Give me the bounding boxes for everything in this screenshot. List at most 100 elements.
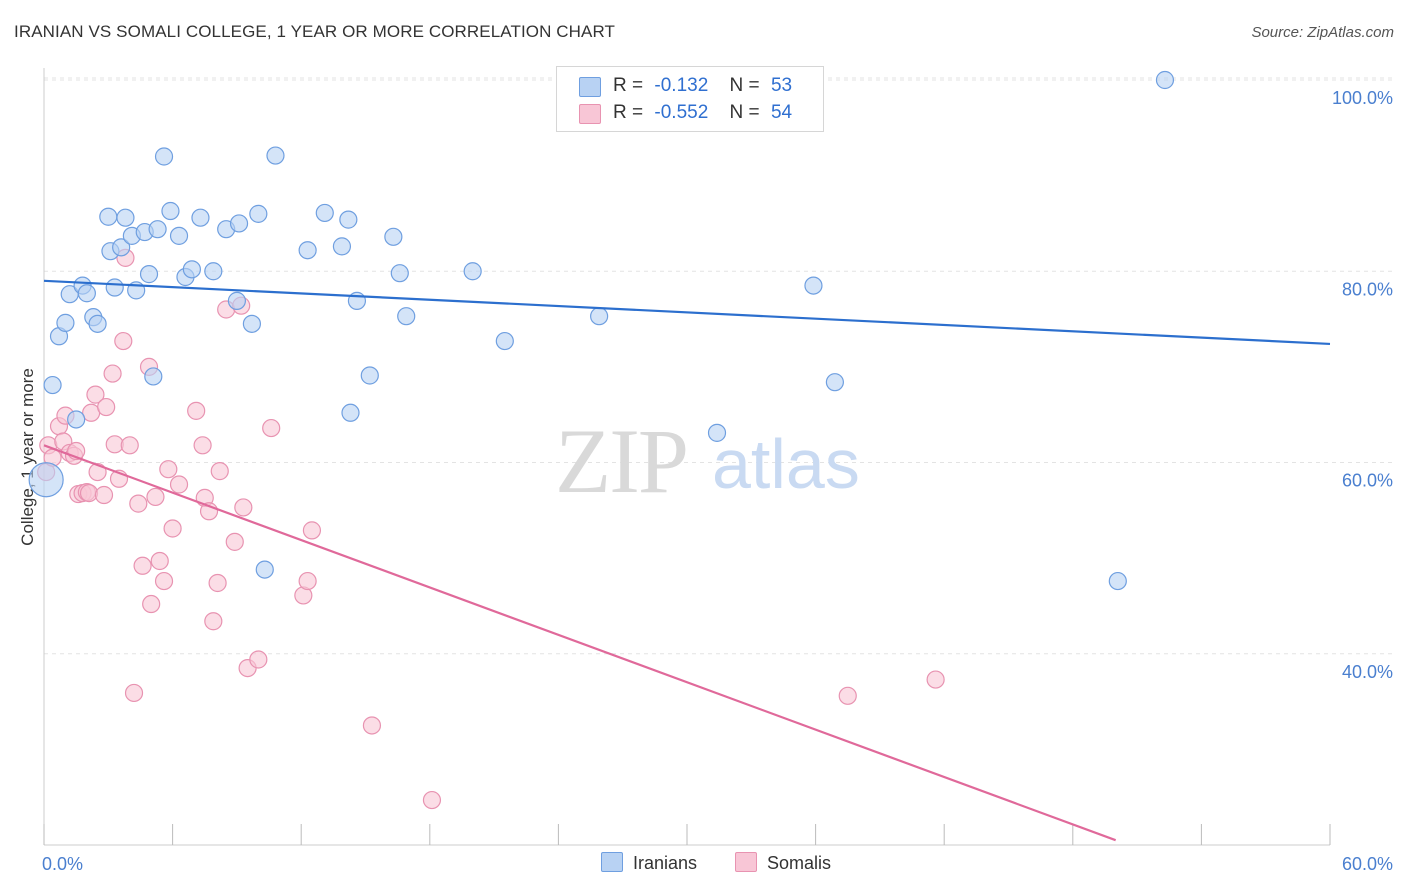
data-point (208, 573, 227, 593)
data-point (154, 571, 174, 591)
data-point (362, 716, 382, 735)
y-tick-label: 60.0% (1342, 471, 1393, 491)
r-label: R = (613, 75, 644, 96)
watermark-zip: ZIP (555, 410, 687, 512)
data-point (1155, 70, 1175, 90)
data-point (97, 397, 116, 417)
legend-item-iranians[interactable]: Iranians (601, 852, 697, 874)
data-point (114, 331, 133, 351)
data-point (88, 462, 107, 482)
legend-label-somalis: Somalis (767, 853, 832, 873)
data-point (105, 278, 124, 297)
data-point (838, 686, 857, 705)
data-point (146, 487, 165, 507)
data-point (590, 307, 609, 326)
data-point (94, 485, 114, 505)
data-point (332, 237, 352, 256)
data-point (234, 498, 253, 517)
data-point (341, 403, 360, 422)
data-point (242, 314, 262, 333)
x-tick-label: 60.0% (1342, 854, 1393, 874)
data-point (225, 532, 244, 551)
data-point (133, 556, 152, 575)
iranians-legend-swatch (601, 852, 623, 872)
source-note: Source: ZipAtlas.com (1251, 24, 1394, 41)
data-point (227, 291, 246, 310)
data-point (262, 418, 281, 438)
r-value-iranians: -0.132 (654, 75, 709, 96)
data-point (825, 373, 844, 392)
data-point (302, 521, 322, 540)
data-point (88, 314, 107, 333)
data-point (804, 276, 823, 295)
iranians-swatch (579, 77, 601, 97)
data-point (169, 475, 189, 494)
data-point (191, 208, 210, 227)
data-point (86, 385, 105, 404)
data-point (495, 331, 514, 351)
series-somalis (37, 248, 945, 810)
data-point (255, 560, 274, 579)
data-point (139, 265, 159, 284)
trend-line-iranians (43, 279, 1331, 346)
data-point (129, 494, 148, 513)
data-point (169, 226, 189, 245)
legend-label-iranians: Iranians (633, 853, 698, 873)
data-point (422, 790, 442, 810)
y-tick-label: 40.0% (1342, 662, 1393, 682)
data-point (266, 146, 285, 165)
data-point (249, 204, 268, 223)
data-point (150, 551, 169, 571)
n-label: N = (729, 75, 760, 96)
data-point (463, 262, 482, 281)
series-iranians (28, 70, 1175, 591)
data-point (397, 307, 416, 326)
data-point (67, 410, 86, 429)
data-point (99, 207, 118, 226)
data-point (926, 670, 945, 689)
data-point (707, 423, 727, 442)
n-value-somalis: 54 (770, 102, 793, 123)
y-tick-label: 100.0% (1332, 88, 1393, 108)
y-tick-label: 80.0% (1342, 279, 1393, 299)
data-point (161, 201, 180, 221)
data-point (229, 214, 249, 233)
data-point (43, 375, 62, 395)
data-point (390, 264, 409, 283)
data-point (204, 612, 223, 631)
data-point (159, 460, 178, 479)
data-point (120, 436, 139, 455)
legend-item-somalis[interactable]: Somalis (735, 852, 831, 874)
data-point (193, 436, 212, 455)
data-point (384, 227, 403, 246)
data-point (204, 262, 223, 281)
data-point (112, 238, 131, 257)
data-point (28, 462, 64, 498)
somalis-legend-swatch (735, 852, 757, 872)
data-point (105, 435, 124, 454)
r-value-somalis: -0.552 (654, 102, 709, 123)
stats-legend: R = -0.132 N = 53 R = -0.552 N = 54 (556, 66, 824, 132)
data-point (1108, 571, 1127, 591)
data-point (163, 519, 182, 538)
watermark: ZIP atlas (555, 410, 860, 512)
data-point (148, 220, 167, 239)
data-point (103, 364, 122, 383)
data-point (339, 210, 358, 229)
n-value-iranians: 53 (770, 75, 793, 96)
data-point (298, 241, 317, 260)
trend-line-somalis (43, 444, 1117, 842)
data-point (116, 208, 135, 227)
n-label: N = (729, 102, 760, 123)
somalis-swatch (579, 104, 601, 124)
data-point (315, 203, 334, 223)
tick-labels: 40.0% 60.0% 80.0% 100.0% 0.0% 60.0% (42, 88, 1393, 874)
chart-title: IRANIAN VS SOMALI COLLEGE, 1 YEAR OR MOR… (14, 22, 616, 41)
data-point (144, 367, 163, 386)
data-point (124, 683, 144, 703)
x-tick-label: 0.0% (42, 854, 83, 874)
r-label: R = (613, 102, 644, 123)
grid-lines (44, 77, 1392, 655)
data-point (154, 147, 174, 166)
